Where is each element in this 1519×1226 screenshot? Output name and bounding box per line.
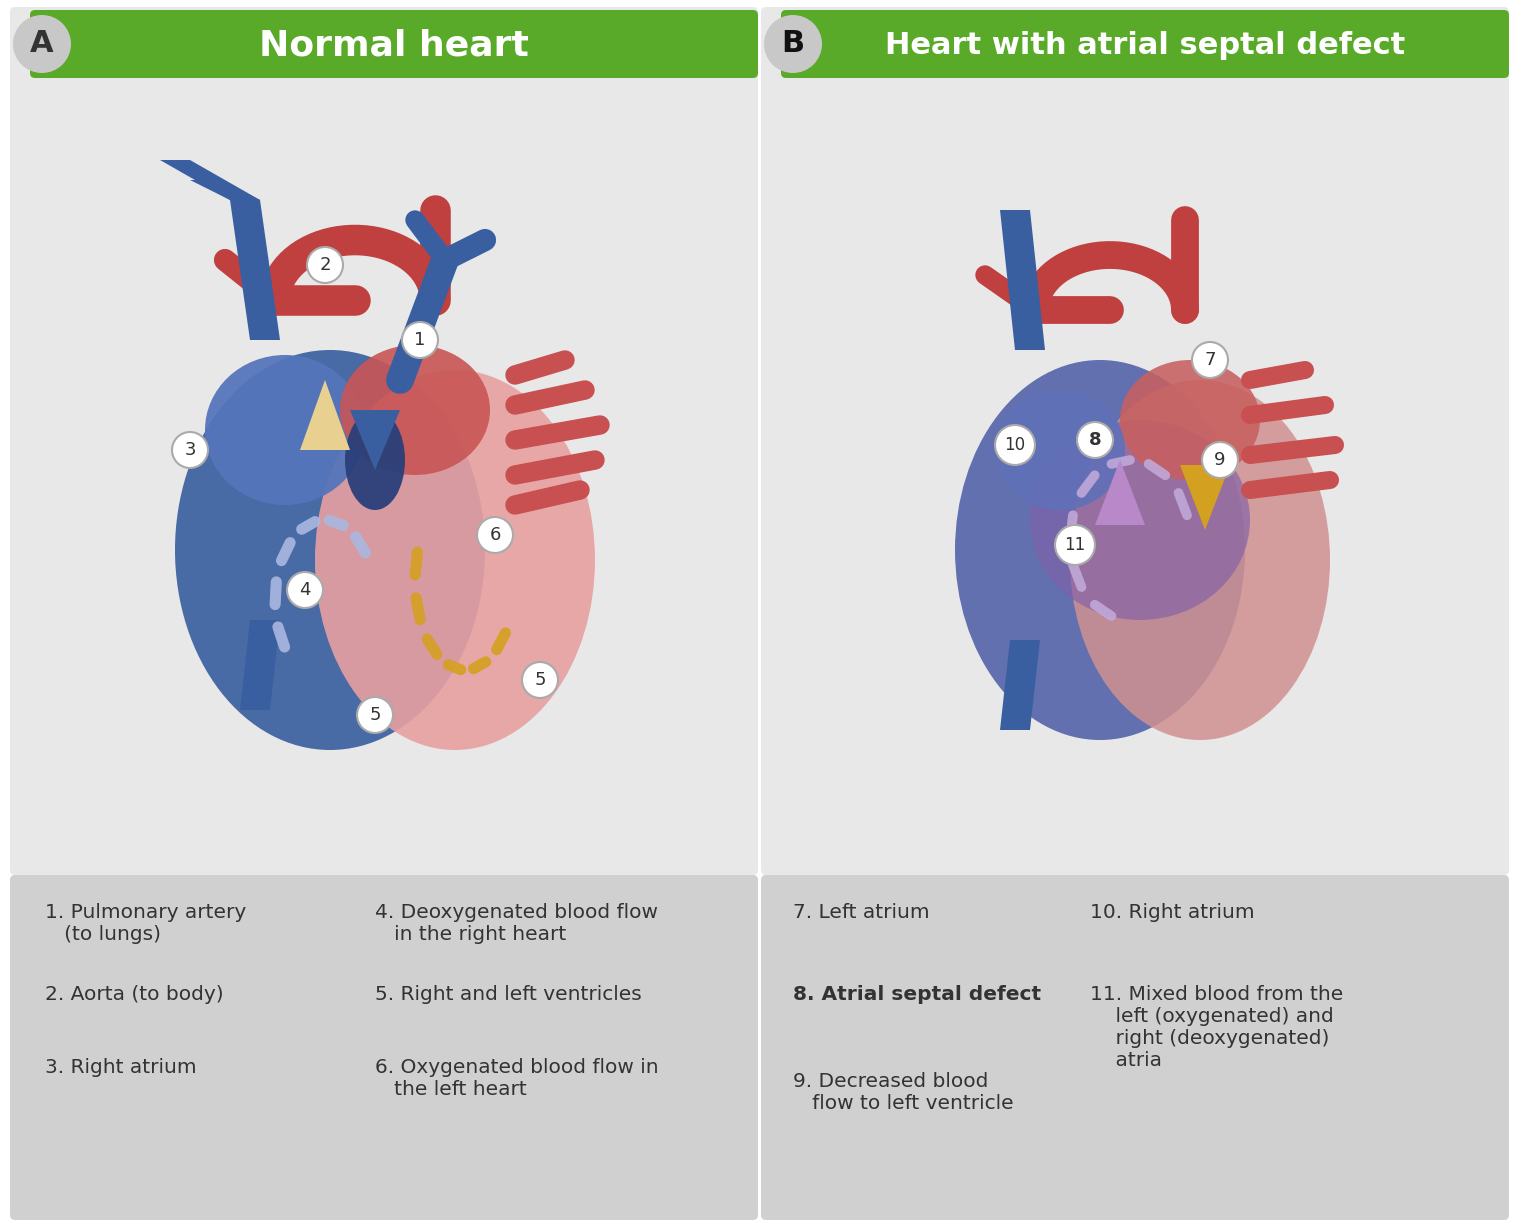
Text: Heart with atrial septal defect: Heart with atrial septal defect xyxy=(886,32,1405,60)
Text: 7: 7 xyxy=(1205,351,1215,369)
Text: 11. Mixed blood from the
    left (oxygenated) and
    right (deoxygenated)
    : 11. Mixed blood from the left (oxygenate… xyxy=(1091,984,1343,1070)
Polygon shape xyxy=(240,620,279,710)
Ellipse shape xyxy=(995,390,1126,510)
FancyBboxPatch shape xyxy=(761,7,1508,875)
Ellipse shape xyxy=(14,15,71,74)
FancyBboxPatch shape xyxy=(11,875,758,1220)
Text: 1. Pulmonary artery
   (to lungs): 1. Pulmonary artery (to lungs) xyxy=(46,904,246,944)
Text: 3. Right atrium: 3. Right atrium xyxy=(46,1058,196,1076)
Text: 5: 5 xyxy=(369,706,381,725)
Polygon shape xyxy=(229,200,279,340)
Text: 2. Aorta (to body): 2. Aorta (to body) xyxy=(46,984,223,1004)
Ellipse shape xyxy=(314,370,595,750)
FancyBboxPatch shape xyxy=(781,10,1508,78)
Circle shape xyxy=(1077,422,1113,459)
Polygon shape xyxy=(1095,460,1145,525)
Circle shape xyxy=(403,322,437,358)
FancyBboxPatch shape xyxy=(30,10,758,78)
Text: 4: 4 xyxy=(299,581,311,600)
Text: 7. Left atrium: 7. Left atrium xyxy=(793,904,930,922)
Circle shape xyxy=(1192,342,1227,378)
Text: 4. Deoxygenated blood flow
   in the right heart: 4. Deoxygenated blood flow in the right … xyxy=(375,904,658,944)
Polygon shape xyxy=(1000,640,1041,729)
Ellipse shape xyxy=(764,15,822,74)
Text: 2: 2 xyxy=(319,256,331,273)
Circle shape xyxy=(523,662,557,698)
Circle shape xyxy=(995,425,1034,465)
Text: 5: 5 xyxy=(535,671,545,689)
Ellipse shape xyxy=(1120,360,1259,481)
Circle shape xyxy=(287,573,324,608)
Text: 3: 3 xyxy=(184,441,196,459)
Text: Normal heart: Normal heart xyxy=(260,29,529,63)
FancyBboxPatch shape xyxy=(11,7,758,875)
Circle shape xyxy=(1202,443,1238,478)
FancyBboxPatch shape xyxy=(761,875,1508,1220)
Polygon shape xyxy=(1000,210,1045,349)
Text: 8. Atrial septal defect: 8. Atrial septal defect xyxy=(793,984,1041,1004)
Ellipse shape xyxy=(205,356,365,505)
Text: 10. Right atrium: 10. Right atrium xyxy=(1091,904,1255,922)
Text: B: B xyxy=(781,29,805,59)
Text: 9. Decreased blood
   flow to left ventricle: 9. Decreased blood flow to left ventricl… xyxy=(793,1072,1013,1113)
Polygon shape xyxy=(1180,465,1230,530)
Text: 10: 10 xyxy=(1004,436,1025,454)
Circle shape xyxy=(172,432,208,468)
Circle shape xyxy=(307,246,343,283)
Ellipse shape xyxy=(345,409,406,510)
Ellipse shape xyxy=(175,349,485,750)
Ellipse shape xyxy=(955,360,1246,741)
Circle shape xyxy=(1056,525,1095,565)
Text: 8: 8 xyxy=(1089,432,1101,449)
Text: 9: 9 xyxy=(1214,451,1226,470)
Text: 11: 11 xyxy=(1065,536,1086,554)
Text: 5. Right and left ventricles: 5. Right and left ventricles xyxy=(375,984,641,1004)
Text: A: A xyxy=(30,29,53,59)
Polygon shape xyxy=(159,161,260,200)
Circle shape xyxy=(357,698,393,733)
Circle shape xyxy=(477,517,513,553)
Polygon shape xyxy=(299,380,349,450)
Polygon shape xyxy=(349,409,399,470)
Ellipse shape xyxy=(1069,380,1331,741)
Ellipse shape xyxy=(340,345,491,474)
Text: 6. Oxygenated blood flow in
   the left heart: 6. Oxygenated blood flow in the left hea… xyxy=(375,1058,659,1098)
Text: 1: 1 xyxy=(415,331,425,349)
Text: 6: 6 xyxy=(489,526,501,544)
Ellipse shape xyxy=(1030,421,1250,620)
Polygon shape xyxy=(190,180,260,200)
